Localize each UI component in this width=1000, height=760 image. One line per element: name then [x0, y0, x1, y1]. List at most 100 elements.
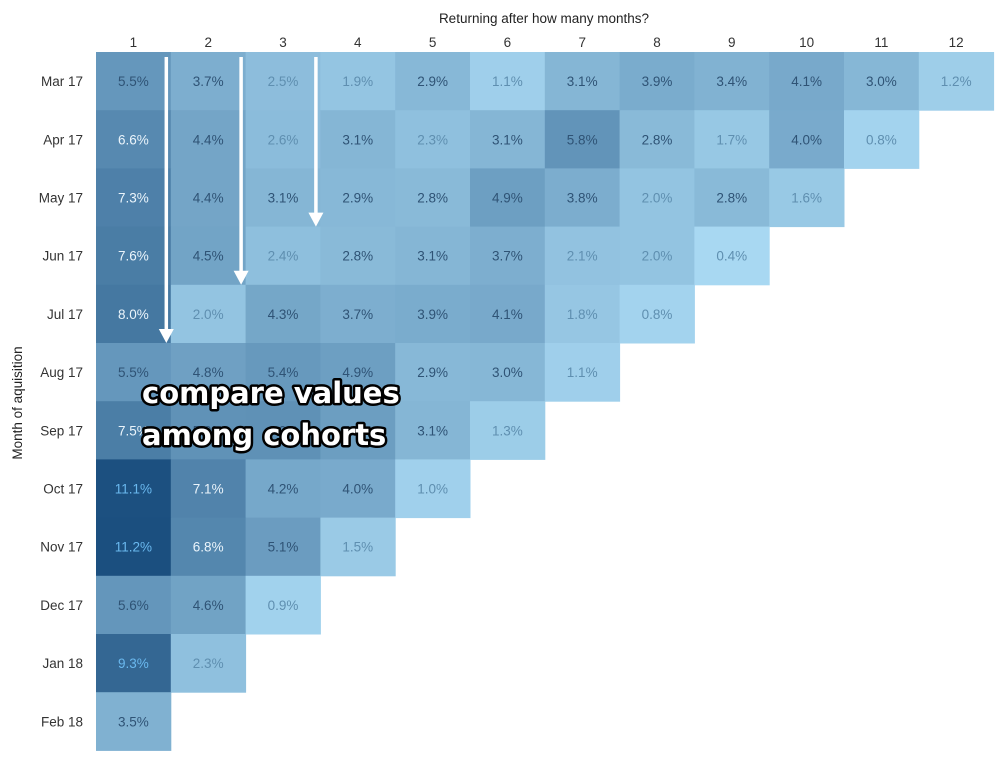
y-tick-label: Oct 17 [43, 482, 83, 497]
cell-value-label: 5.1% [268, 540, 299, 555]
heatmap-cell [470, 110, 546, 169]
cell-value-label: 5.5% [118, 365, 149, 380]
arrow-head [233, 270, 249, 285]
x-tick-label: 1 [130, 35, 138, 50]
heatmap-cell [619, 110, 695, 169]
heatmap-cell [544, 226, 621, 286]
x-tick-label: 11 [874, 35, 888, 50]
heatmap-cell [470, 168, 546, 228]
cell-value-label: 3.0% [866, 74, 897, 89]
cell-value-label: 4.9% [342, 365, 373, 380]
heatmap-cell [245, 517, 321, 577]
heatmap-cell [96, 168, 172, 228]
heatmap-cell [170, 459, 247, 519]
heatmap-cell [544, 343, 621, 402]
cell-value-label: 1.3% [492, 423, 523, 438]
callout-text-line: among cohorts [142, 418, 386, 452]
cell-value-label: 7.1% [193, 482, 224, 497]
cell-value-label: 7.5% [118, 423, 149, 438]
y-axis-title: Month of aquisition [10, 346, 25, 459]
heatmap-cell [96, 343, 172, 402]
heatmap-cell [320, 52, 396, 111]
heatmap-cell [544, 110, 621, 169]
y-tick-label: Mar 17 [41, 74, 83, 89]
cell-value-label: 2.8% [417, 191, 448, 206]
cell-value-label: 1.1% [567, 365, 598, 380]
heatmap-cell [170, 110, 247, 169]
heatmap-cell [96, 401, 172, 460]
y-tick-label: Jan 18 [42, 656, 83, 671]
cell-value-label: 4.0% [342, 482, 373, 497]
x-tick-labels: 1 2 3 4 5 6 7 8 9 10 11 12 [130, 35, 964, 50]
cell-value-label: 4.2% [268, 482, 299, 497]
heatmap-cell [470, 226, 546, 286]
cell-value-label: 0.8% [642, 307, 673, 322]
cell-value-label: 1.5% [342, 540, 373, 555]
y-tick-label: Jun 17 [42, 249, 83, 264]
cell-value-label: 2.9% [342, 191, 373, 206]
x-tick-label: 5 [429, 35, 437, 50]
cell-value-label: 3.1% [342, 132, 373, 147]
cell-value-label: 3.1% [492, 132, 523, 147]
heatmap-cell [470, 343, 546, 402]
heatmap-cell [320, 343, 396, 402]
annotation-callout: compare values among cohorts [140, 374, 403, 455]
cell-value-label: 7.3% [118, 191, 149, 206]
heatmap-cell [470, 284, 546, 344]
x-tick-label: 9 [728, 35, 736, 50]
cell-value-label: 4.5% [193, 249, 224, 264]
heatmap-cell [96, 692, 172, 751]
heatmap-cell [170, 634, 247, 693]
heatmap-cell [470, 401, 546, 460]
cell-value-label: 4.1% [791, 74, 822, 89]
heatmap-cell [694, 52, 770, 111]
heatmap-cell [544, 52, 621, 111]
cell-value-label: 5.8% [567, 132, 598, 147]
heatmap-cell [320, 284, 396, 344]
heatmap-cell [320, 226, 396, 286]
cell-value-label: 3.7% [492, 249, 523, 264]
heatmap-cell [694, 110, 770, 169]
y-tick-label: Jul 17 [47, 307, 83, 322]
heatmap-cell [544, 284, 621, 344]
heatmap-cell [96, 52, 172, 111]
heatmap-cell [918, 52, 995, 111]
cell-value-label: 9.3% [118, 656, 149, 671]
cell-value-label: 4.0% [791, 132, 822, 147]
heatmap-cell [395, 110, 471, 169]
heatmap-cell [320, 517, 396, 577]
cell-value-label: 2.0% [642, 249, 673, 264]
cell-value-label: 6.8% [193, 540, 224, 555]
y-tick-label: Sep 17 [40, 423, 83, 438]
cell-value-label: 1.1% [492, 74, 523, 89]
cell-value-label: 4.1% [492, 307, 523, 322]
heatmap-cell [769, 52, 845, 111]
cell-value-label: 5.6% [118, 598, 149, 613]
cell-value-label: 2.8% [342, 249, 373, 264]
heatmap-cell [245, 110, 321, 169]
annotation-arrows [158, 57, 324, 343]
heatmap-cell [245, 52, 321, 111]
arrow-head [158, 329, 174, 343]
heatmap-cell [470, 52, 546, 111]
y-tick-label: Dec 17 [40, 598, 83, 613]
heatmap-cell [96, 284, 172, 344]
cell-value-label: 7.6% [118, 249, 149, 264]
y-tick-label: Feb 18 [41, 714, 83, 729]
heatmap-cell [170, 575, 247, 635]
y-tick-label: May 17 [39, 191, 83, 206]
y-tick-labels: Mar 17 Apr 17 May 17 Jun 17 Jul 17 Aug 17 Sep … [39, 74, 83, 729]
heatmap-cell [96, 459, 172, 519]
y-tick-label: Apr 17 [43, 132, 83, 147]
cell-value-label: 2.4% [268, 249, 299, 264]
heatmap-cell [395, 168, 471, 228]
heatmap-cell [245, 343, 321, 402]
cell-value-label: 2.0% [193, 307, 224, 322]
heatmap-cell [245, 575, 321, 635]
heatmap-cell [844, 52, 920, 111]
heatmap-cell [170, 343, 247, 402]
heatmap-cell [619, 168, 695, 228]
heatmap-cell [694, 226, 770, 286]
cell-value-label: 5.5% [118, 74, 149, 89]
cell-value-label: 3.8% [567, 191, 598, 206]
